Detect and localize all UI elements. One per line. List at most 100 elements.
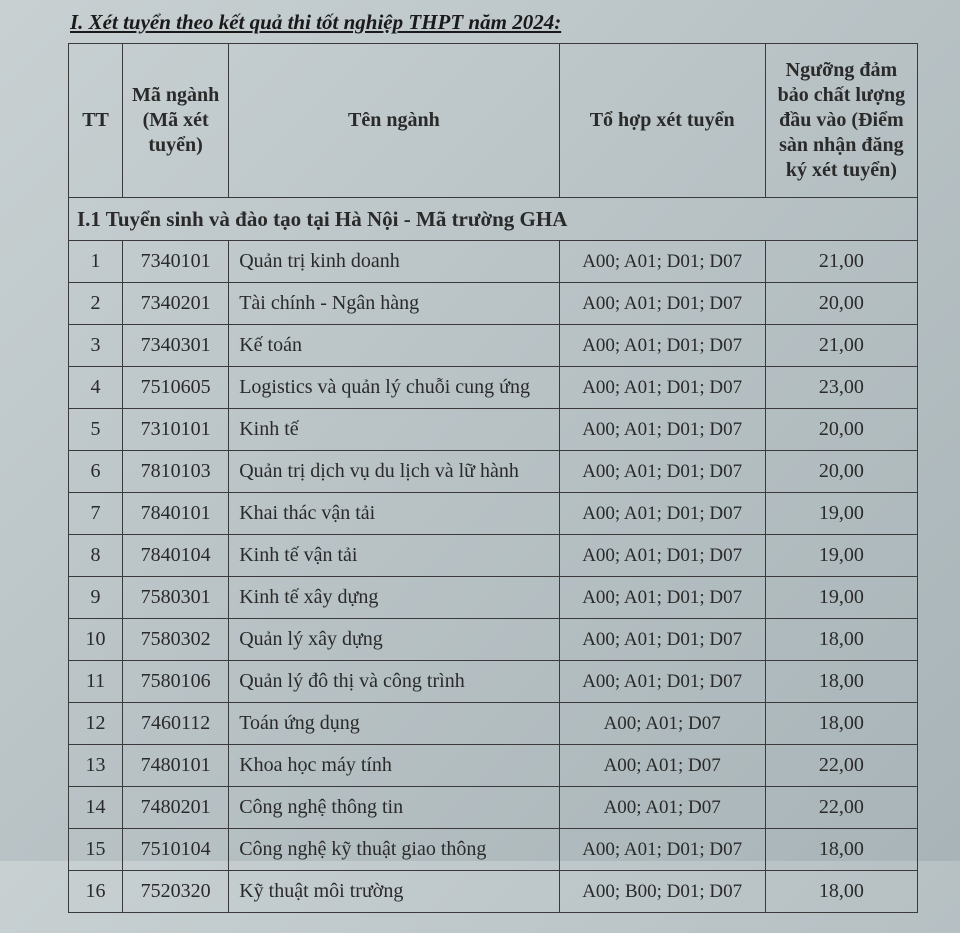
cell-nguong: 21,00 <box>765 325 917 367</box>
cell-tt: 1 <box>69 241 123 283</box>
table-row: 57310101Kinh tếA00; A01; D01; D0720,00 <box>69 409 918 451</box>
table-row: 27340201Tài chính - Ngân hàngA00; A01; D… <box>69 283 918 325</box>
cell-ma: 7460112 <box>123 703 229 745</box>
col-thop: Tổ hợp xét tuyển <box>559 44 765 198</box>
table-row: 87840104Kinh tế vận tảiA00; A01; D01; D0… <box>69 535 918 577</box>
ell-thop: A00; A01; D01; D07 <box>559 619 765 661</box>
cell-ma: 7580302 <box>123 619 229 661</box>
cell-tt: 5 <box>69 409 123 451</box>
col-nguong: Ngưỡng đảm bảo chất lượng đầu vào (Điểm … <box>765 44 917 198</box>
ell-thop: A00; A01; D01; D07 <box>559 241 765 283</box>
table-row: 47510605Logistics và quản lý chuỗi cung … <box>69 367 918 409</box>
cell-nguong: 23,00 <box>765 367 917 409</box>
cell-ten: Công nghệ kỹ thuật giao thông <box>229 829 559 871</box>
ell-thop: A00; A01; D01; D07 <box>559 577 765 619</box>
cell-ma: 7310101 <box>123 409 229 451</box>
cell-ma: 7340101 <box>123 241 229 283</box>
ell-thop: A00; A01; D01; D07 <box>559 409 765 451</box>
table-row: 157510104Công nghệ kỹ thuật giao thôngA0… <box>69 829 918 871</box>
cell-nguong: 18,00 <box>765 661 917 703</box>
cell-ten: Logistics và quản lý chuỗi cung ứng <box>229 367 559 409</box>
cell-ma: 7480101 <box>123 745 229 787</box>
cell-ten: Quản lý xây dựng <box>229 619 559 661</box>
table-row: 37340301Kế toánA00; A01; D01; D0721,00 <box>69 325 918 367</box>
cell-tt: 2 <box>69 283 123 325</box>
cell-tt: 3 <box>69 325 123 367</box>
cell-nguong: 19,00 <box>765 535 917 577</box>
cell-ten: Công nghệ thông tin <box>229 787 559 829</box>
cell-nguong: 19,00 <box>765 577 917 619</box>
col-ma: Mã ngành (Mã xét tuyển) <box>123 44 229 198</box>
cell-nguong: 20,00 <box>765 451 917 493</box>
cell-tt: 12 <box>69 703 123 745</box>
cell-ten: Kỹ thuật môi trường <box>229 871 559 913</box>
cell-ma: 7840104 <box>123 535 229 577</box>
ell-thop: A00; A01; D07 <box>559 745 765 787</box>
cell-ten: Toán ứng dụng <box>229 703 559 745</box>
cell-nguong: 18,00 <box>765 829 917 871</box>
cell-nguong: 21,00 <box>765 241 917 283</box>
ell-thop: A00; A01; D07 <box>559 787 765 829</box>
table-row: 127460112Toán ứng dụngA00; A01; D0718,00 <box>69 703 918 745</box>
cell-tt: 15 <box>69 829 123 871</box>
cell-nguong: 20,00 <box>765 283 917 325</box>
ell-thop: A00; A01; D01; D07 <box>559 283 765 325</box>
cell-ten: Kế toán <box>229 325 559 367</box>
ell-thop: A00; A01; D07 <box>559 703 765 745</box>
table-row: 67810103Quản trị dịch vụ du lịch và lữ h… <box>69 451 918 493</box>
ell-thop: A00; A01; D01; D07 <box>559 451 765 493</box>
cell-ten: Khoa học máy tính <box>229 745 559 787</box>
table-row: 137480101Khoa học máy tínhA00; A01; D072… <box>69 745 918 787</box>
cell-ma: 7580301 <box>123 577 229 619</box>
cell-ma: 7510104 <box>123 829 229 871</box>
cell-nguong: 20,00 <box>765 409 917 451</box>
cell-ten: Quản trị dịch vụ du lịch và lữ hành <box>229 451 559 493</box>
cell-ma: 7480201 <box>123 787 229 829</box>
table-row: 107580302Quản lý xây dựngA00; A01; D01; … <box>69 619 918 661</box>
cell-tt: 4 <box>69 367 123 409</box>
cell-tt: 9 <box>69 577 123 619</box>
cell-tt: 11 <box>69 661 123 703</box>
cell-nguong: 19,00 <box>765 493 917 535</box>
cell-ten: Quản trị kinh doanh <box>229 241 559 283</box>
cell-nguong: 18,00 <box>765 871 917 913</box>
section-heading: I. Xét tuyển theo kết quả thi tốt nghiệp… <box>70 10 918 35</box>
cell-tt: 16 <box>69 871 123 913</box>
table-row: 17340101Quản trị kinh doanhA00; A01; D01… <box>69 241 918 283</box>
cell-ten: Kinh tế vận tải <box>229 535 559 577</box>
ell-thop: A00; B00; D01; D07 <box>559 871 765 913</box>
document-page: I. Xét tuyển theo kết quả thi tốt nghiệp… <box>0 0 960 933</box>
section-title: I.1 Tuyển sinh và đào tạo tại Hà Nội - M… <box>69 198 918 241</box>
ell-thop: A00; A01; D01; D07 <box>559 493 765 535</box>
table-row: 77840101Khai thác vận tảiA00; A01; D01; … <box>69 493 918 535</box>
cell-nguong: 18,00 <box>765 619 917 661</box>
cell-ten: Kinh tế <box>229 409 559 451</box>
cell-nguong: 22,00 <box>765 787 917 829</box>
ell-thop: A00; A01; D01; D07 <box>559 535 765 577</box>
table-row: 97580301Kinh tế xây dựngA00; A01; D01; D… <box>69 577 918 619</box>
ell-thop: A00; A01; D01; D07 <box>559 829 765 871</box>
cell-ten: Khai thác vận tải <box>229 493 559 535</box>
cell-ma: 7340301 <box>123 325 229 367</box>
cell-nguong: 22,00 <box>765 745 917 787</box>
col-ten: Tên ngành <box>229 44 559 198</box>
cell-tt: 6 <box>69 451 123 493</box>
cell-ma: 7340201 <box>123 283 229 325</box>
table-section-row: I.1 Tuyển sinh và đào tạo tại Hà Nội - M… <box>69 198 918 241</box>
cell-tt: 7 <box>69 493 123 535</box>
ell-thop: A00; A01; D01; D07 <box>559 367 765 409</box>
cell-nguong: 18,00 <box>765 703 917 745</box>
cell-ma: 7510605 <box>123 367 229 409</box>
col-tt: TT <box>69 44 123 198</box>
cell-ma: 7810103 <box>123 451 229 493</box>
table-row: 167520320Kỹ thuật môi trườngA00; B00; D0… <box>69 871 918 913</box>
cell-tt: 13 <box>69 745 123 787</box>
admissions-table: TT Mã ngành (Mã xét tuyển) Tên ngành Tổ … <box>68 43 918 913</box>
cell-ten: Quản lý đô thị và công trình <box>229 661 559 703</box>
ell-thop: A00; A01; D01; D07 <box>559 661 765 703</box>
cell-ma: 7520320 <box>123 871 229 913</box>
cell-tt: 10 <box>69 619 123 661</box>
cell-ma: 7580106 <box>123 661 229 703</box>
table-row: 147480201Công nghệ thông tinA00; A01; D0… <box>69 787 918 829</box>
cell-tt: 8 <box>69 535 123 577</box>
